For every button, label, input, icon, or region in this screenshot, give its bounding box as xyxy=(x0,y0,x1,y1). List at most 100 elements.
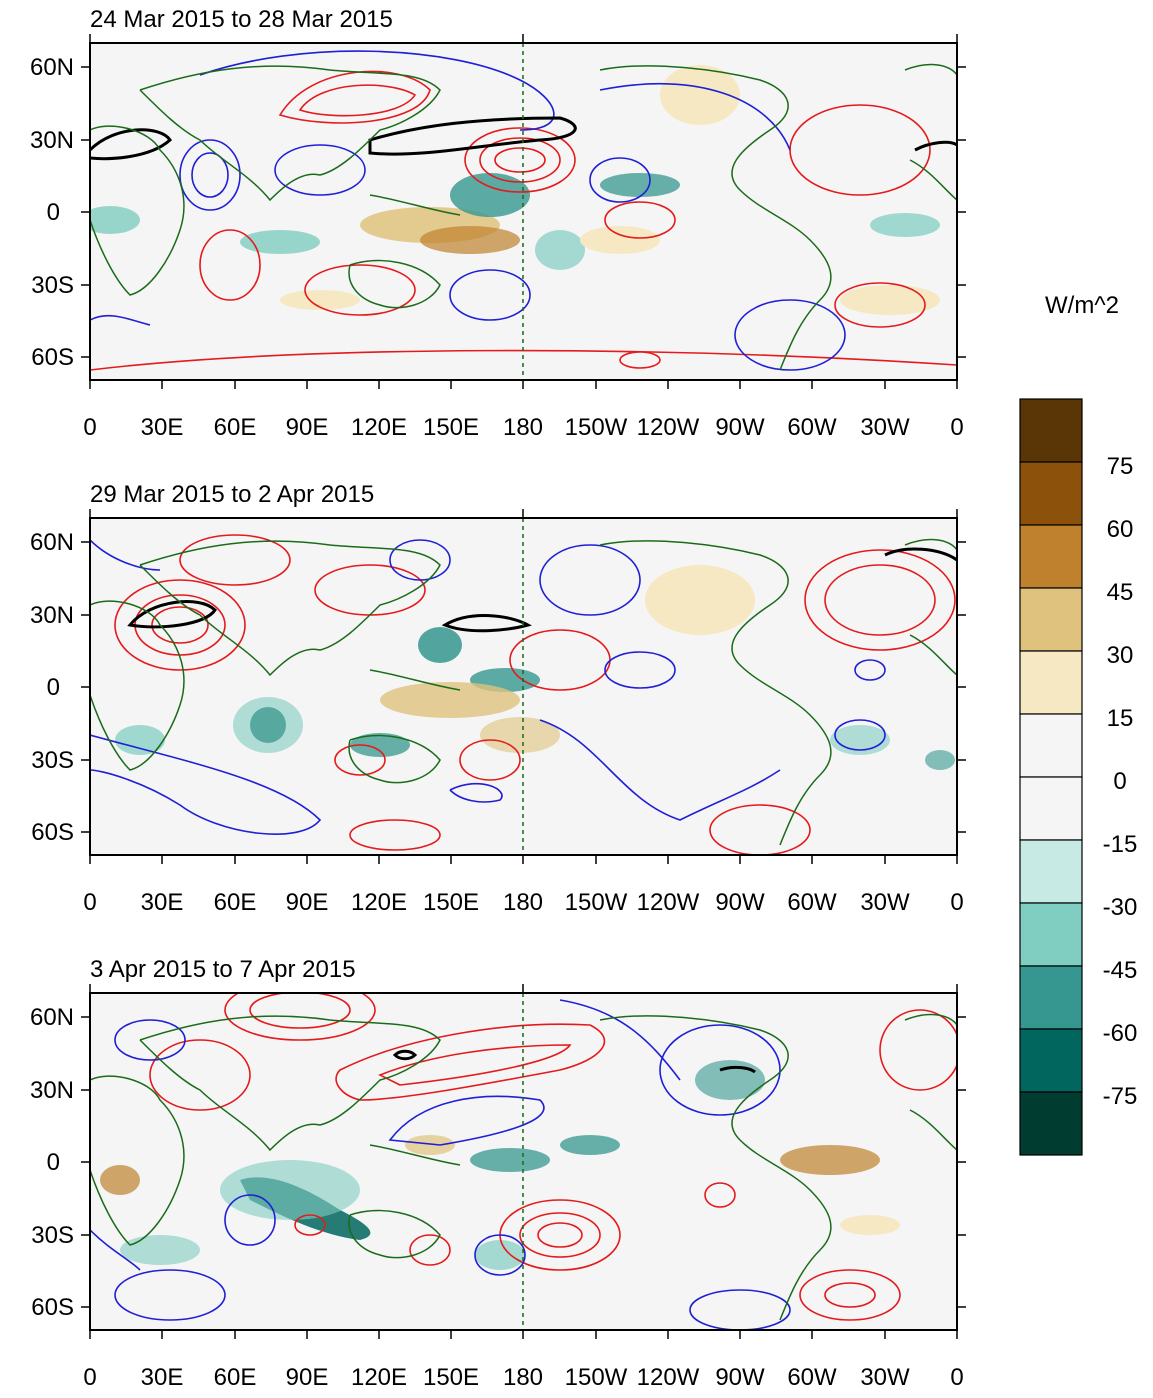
x-tick-label: 30E xyxy=(141,1364,184,1391)
colorbar-box xyxy=(1019,650,1083,715)
y-tick-label: 60N xyxy=(30,529,74,556)
panel-2-coastlines xyxy=(90,538,957,846)
panel-1-x-tick-labels: 0 30E 60E 90E 120E 150E 180 150W 120W 90… xyxy=(83,414,963,441)
panel-3-ticks xyxy=(81,984,966,1339)
x-tick-label: 90E xyxy=(286,414,329,441)
x-tick-label: 60E xyxy=(214,889,257,916)
x-tick-label: 120E xyxy=(351,1364,407,1391)
colorbar-box xyxy=(1019,524,1083,589)
x-tick-label: 120E xyxy=(351,414,407,441)
colorbar: W/m^2 75 60 45 30 15 0 -15 -30 -45 -60 -… xyxy=(1019,292,1138,1156)
colorbar-label: -45 xyxy=(1103,957,1138,984)
colorbar-box xyxy=(1019,839,1083,904)
panel-1-y-tick-labels: 60N 30N 0 30S 60S xyxy=(30,54,74,371)
y-tick-label: 30S xyxy=(31,272,74,299)
x-tick-label: 0 xyxy=(83,889,96,916)
x-tick-label: 150E xyxy=(423,1364,479,1391)
colorbar-label: -30 xyxy=(1103,894,1138,921)
panel-3: 3 Apr 2015 to 7 Apr 2015 xyxy=(30,956,966,1391)
y-tick-label: 0 xyxy=(47,1149,60,1176)
colorbar-box xyxy=(1019,1091,1083,1156)
panel-3-title: 3 Apr 2015 to 7 Apr 2015 xyxy=(90,956,356,983)
x-tick-label: 120W xyxy=(637,1364,700,1391)
x-tick-label: 30W xyxy=(860,889,910,916)
colorbar-label: -60 xyxy=(1103,1020,1138,1047)
colorbar-label: -75 xyxy=(1103,1083,1138,1110)
colorbar-label: 75 xyxy=(1107,453,1134,480)
y-tick-label: 30S xyxy=(31,1222,74,1249)
panel-2-y-tick-labels: 60N 30N 0 30S 60S xyxy=(30,529,74,846)
colorbar-boxes xyxy=(1019,398,1083,1156)
colorbar-box xyxy=(1019,587,1083,652)
colorbar-label: 0 xyxy=(1113,768,1126,795)
x-tick-label: 60E xyxy=(214,1364,257,1391)
y-tick-label: 0 xyxy=(47,199,60,226)
panel-2-title: 29 Mar 2015 to 2 Apr 2015 xyxy=(90,481,374,508)
x-tick-label: 150W xyxy=(565,414,628,441)
x-tick-label: 30E xyxy=(141,414,184,441)
x-tick-label: 60W xyxy=(787,889,837,916)
colorbar-box xyxy=(1019,965,1083,1030)
panel-1-contours xyxy=(90,50,957,371)
x-tick-label: 180 xyxy=(503,414,543,441)
colorbar-label: 45 xyxy=(1107,579,1134,606)
x-tick-label: 60W xyxy=(787,1364,837,1391)
x-tick-label: 30W xyxy=(860,414,910,441)
colorbar-box xyxy=(1019,902,1083,967)
y-tick-label: 60N xyxy=(30,1004,74,1031)
x-tick-label: 0 xyxy=(950,1364,963,1391)
y-tick-label: 30N xyxy=(30,1077,74,1104)
x-tick-label: 60E xyxy=(214,414,257,441)
x-tick-label: 0 xyxy=(83,1364,96,1391)
x-tick-label: 90W xyxy=(715,414,765,441)
panel-3-x-tick-labels: 0 30E 60E 90E 120E 150E 180 150W 120W 90… xyxy=(83,1364,963,1391)
panel-2-contours xyxy=(90,534,957,855)
y-tick-label: 30S xyxy=(31,747,74,774)
colorbar-label: 60 xyxy=(1107,516,1134,543)
x-tick-label: 90W xyxy=(715,1364,765,1391)
panel-2-ticks xyxy=(81,509,966,864)
colorbar-box xyxy=(1019,1028,1083,1093)
y-tick-label: 60N xyxy=(30,54,74,81)
y-tick-label: 30N xyxy=(30,602,74,629)
x-tick-label: 90W xyxy=(715,889,765,916)
x-tick-label: 120W xyxy=(637,889,700,916)
panel-1-title: 24 Mar 2015 to 28 Mar 2015 xyxy=(90,6,393,33)
panel-1: 24 Mar 2015 to 28 Mar 2015 xyxy=(30,6,966,441)
panel-2: 29 Mar 2015 to 2 Apr 2015 xyxy=(30,481,966,916)
colorbar-label: -15 xyxy=(1103,831,1138,858)
x-tick-label: 60W xyxy=(787,414,837,441)
colorbar-label: 15 xyxy=(1107,705,1134,732)
y-tick-label: 60S xyxy=(31,344,74,371)
panel-1-coastlines xyxy=(90,63,957,371)
colorbar-title: W/m^2 xyxy=(1045,292,1119,319)
x-tick-label: 150E xyxy=(423,889,479,916)
x-tick-label: 120W xyxy=(637,414,700,441)
x-tick-label: 180 xyxy=(503,889,543,916)
colorbar-box xyxy=(1019,776,1083,841)
colorbar-labels: 75 60 45 30 15 0 -15 -30 -45 -60 -75 xyxy=(1103,453,1138,1110)
x-tick-label: 30E xyxy=(141,889,184,916)
y-tick-label: 60S xyxy=(31,1294,74,1321)
panel-2-anomaly-shading xyxy=(115,565,955,770)
x-tick-label: 150W xyxy=(565,1364,628,1391)
panel-1-anomaly-shading xyxy=(90,65,940,315)
y-tick-label: 30N xyxy=(30,127,74,154)
y-tick-label: 0 xyxy=(47,674,60,701)
x-tick-label: 30W xyxy=(860,1364,910,1391)
x-tick-label: 150E xyxy=(423,414,479,441)
x-tick-label: 0 xyxy=(83,414,96,441)
x-tick-label: 90E xyxy=(286,1364,329,1391)
colorbar-box xyxy=(1019,713,1083,778)
y-tick-label: 60S xyxy=(31,819,74,846)
panel-2-x-tick-labels: 0 30E 60E 90E 120E 150E 180 150W 120W 90… xyxy=(83,889,963,916)
x-tick-label: 120E xyxy=(351,889,407,916)
x-tick-label: 150W xyxy=(565,889,628,916)
x-tick-label: 90E xyxy=(286,889,329,916)
colorbar-box xyxy=(1019,461,1083,526)
panel-3-coastlines xyxy=(90,1013,957,1321)
panel-3-contours xyxy=(90,993,957,1330)
colorbar-label: 30 xyxy=(1107,642,1134,669)
panel-3-y-tick-labels: 60N 30N 0 30S 60S xyxy=(30,1004,74,1321)
